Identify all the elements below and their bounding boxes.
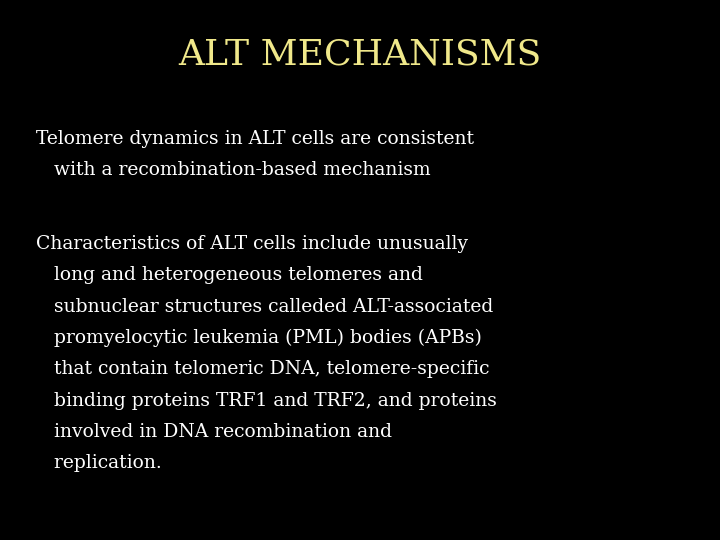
- Text: long and heterogeneous telomeres and: long and heterogeneous telomeres and: [36, 266, 423, 284]
- Text: involved in DNA recombination and: involved in DNA recombination and: [36, 423, 392, 441]
- Text: that contain telomeric DNA, telomere-specific: that contain telomeric DNA, telomere-spe…: [36, 360, 490, 378]
- Text: replication.: replication.: [36, 454, 162, 472]
- Text: binding proteins TRF1 and TRF2, and proteins: binding proteins TRF1 and TRF2, and prot…: [36, 392, 497, 409]
- Text: with a recombination-based mechanism: with a recombination-based mechanism: [36, 161, 431, 179]
- Text: promyelocytic leukemia (PML) bodies (APBs): promyelocytic leukemia (PML) bodies (APB…: [36, 329, 482, 347]
- Text: ALT MECHANISMS: ALT MECHANISMS: [179, 38, 541, 72]
- Text: Characteristics of ALT cells include unusually: Characteristics of ALT cells include unu…: [36, 235, 468, 253]
- Text: Telomere dynamics in ALT cells are consistent: Telomere dynamics in ALT cells are consi…: [36, 130, 474, 147]
- Text: subnuclear structures calleded ALT-associated: subnuclear structures calleded ALT-assoc…: [36, 298, 493, 315]
